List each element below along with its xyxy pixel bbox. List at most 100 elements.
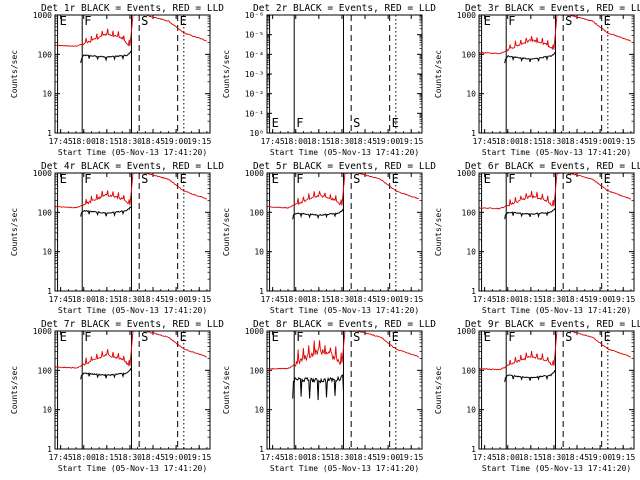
y-tick-label: 10⁻² [245,90,264,99]
x-tick-label: 18:00 [284,137,308,146]
x-tick-label: 18:15 [519,295,543,304]
plot-frame [266,330,423,450]
lld-series-line [55,173,207,209]
y-tick-label: 10 [42,248,52,257]
x-tick-label: 19:15 [399,453,423,462]
y-tick-label: 10 [254,406,264,415]
chart-panel-2: Det 2r BLACK = Events, RED = LLD Counts/s… [222,3,436,157]
marker-label: E [60,14,67,28]
x-tick-label: 18:45 [353,453,377,462]
x-tick-label: 19:15 [187,453,211,462]
x-tick-label: 17:45 [473,453,497,462]
x-tick-label: 18:30 [542,295,566,304]
x-axis-label: Start Time (05-Nov-13 17:41:20) [270,464,419,473]
x-tick-label: 19:00 [376,295,400,304]
chart-title: Det 6r BLACK = Events, RED = LLD [465,161,640,172]
y-tick-label: 100 [462,366,477,375]
marker-label: E [60,172,67,186]
y-axis-label: Counts/sec [222,366,231,414]
events-series-line [504,369,556,383]
y-tick-label: 10⁰ [250,129,264,138]
marker-label: E [392,172,399,186]
marker-label: E [180,14,187,28]
x-tick-label: 19:00 [376,453,400,462]
x-tick-label: 18:00 [496,137,520,146]
y-tick-label: 1000 [457,169,476,178]
y-tick-label: 1000 [33,327,52,336]
plot-frame [478,14,635,134]
y-tick-label: 1 [259,287,264,296]
x-tick-label: 18:15 [519,453,543,462]
chart-panel-3: Det 3r BLACK = Events, RED = LLD Counts/s… [434,3,640,157]
marker-label: E [180,330,187,344]
marker-label: F [84,14,91,28]
x-tick-label: 18:15 [95,453,119,462]
plot-frame [478,172,635,292]
marker-label: S [353,172,360,186]
lld-series-line [479,331,631,371]
marker-label: F [296,330,303,344]
x-tick-label: 18:45 [353,137,377,146]
marker-label: F [296,116,303,130]
y-tick-label: 1 [47,287,52,296]
y-tick-label: 100 [250,366,265,375]
x-tick-label: 18:00 [72,453,96,462]
y-tick-label: 1000 [245,169,264,178]
x-axis-label: Start Time (05-Nov-13 17:41:20) [58,306,207,315]
x-tick-label: 18:15 [307,137,331,146]
marker-label: S [141,14,148,28]
x-axis-label: Start Time (05-Nov-13 17:41:20) [270,148,419,157]
y-tick-label: 10⁻⁶ [245,11,264,20]
x-tick-label: 18:45 [565,137,589,146]
y-tick-label: 10⁻⁴ [245,50,264,59]
x-axis-label: Start Time (05-Nov-13 17:41:20) [270,306,419,315]
marker-label: E [180,172,187,186]
y-axis-label: Counts/sec [222,208,231,256]
x-axis-label: Start Time (05-Nov-13 17:41:20) [58,464,207,473]
y-tick-label: 1 [47,445,52,454]
y-tick-label: 100 [38,50,53,59]
marker-label: S [565,330,572,344]
plot-area [55,15,208,64]
x-tick-label: 19:15 [399,295,423,304]
marker-label: S [141,330,148,344]
marker-label: S [565,172,572,186]
x-tick-label: 18:15 [519,137,543,146]
y-tick-label: 1 [471,129,476,138]
events-series-line [504,207,556,220]
y-tick-label: 100 [462,208,477,217]
x-tick-label: 18:15 [95,295,119,304]
y-tick-label: 1 [47,129,52,138]
plot-frame [478,330,635,450]
y-tick-label: 10 [42,406,52,415]
x-tick-label: 17:45 [261,453,285,462]
chart-title: Det 7r BLACK = Events, RED = LLD [41,319,224,330]
x-tick-label: 18:15 [307,295,331,304]
y-tick-label: 1000 [245,327,264,336]
marker-label: F [508,330,515,344]
x-tick-label: 18:45 [141,137,165,146]
y-axis-label: Counts/sec [434,208,443,256]
y-tick-label: 10⁻³ [245,70,264,79]
marker-label: F [84,172,91,186]
x-tick-label: 18:00 [496,453,520,462]
events-series-line [292,374,344,401]
y-tick-label: 10⁻¹ [245,109,264,118]
plot-area [479,173,632,220]
chart-title: Det 8r BLACK = Events, RED = LLD [253,319,436,330]
y-tick-label: 1000 [457,11,476,20]
x-tick-label: 18:00 [496,295,520,304]
marker-label: E [604,330,611,344]
y-tick-label: 1000 [33,11,52,20]
x-tick-label: 17:45 [49,453,73,462]
x-tick-label: 18:30 [330,453,354,462]
chart-panel-7: Det 7r BLACK = Events, RED = LLD Counts/s… [10,319,224,473]
x-tick-label: 18:15 [95,137,119,146]
y-tick-label: 100 [462,50,477,59]
x-tick-label: 19:00 [588,453,612,462]
y-tick-label: 10 [466,406,476,415]
chart-title: Det 3r BLACK = Events, RED = LLD [465,3,640,14]
x-tick-label: 17:45 [261,137,285,146]
y-tick-label: 100 [38,366,53,375]
